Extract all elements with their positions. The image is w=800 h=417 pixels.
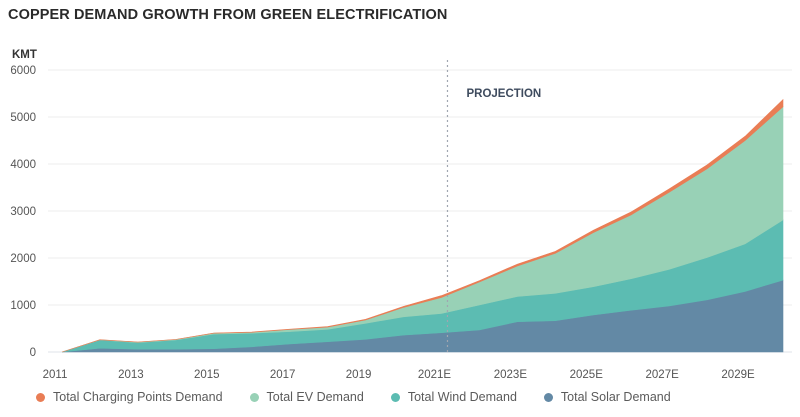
chart-title: COPPER DEMAND GROWTH FROM GREEN ELECTRIF… [8, 7, 448, 23]
x-axis-ticks: 2011 2013 2015 2017 2019 2021E 2023E 2025E 2027E… [43, 369, 755, 381]
x-tick-label: 2023E [494, 369, 528, 381]
x-tick-label: 2019 [346, 369, 372, 381]
legend-label: Total EV Demand [266, 390, 364, 404]
x-tick-label: 2025E [570, 369, 604, 381]
x-tick-label: 2011 [43, 369, 68, 381]
x-tick-label: 2027E [646, 369, 680, 381]
legend-label: Total Wind Demand [407, 390, 517, 404]
legend-dot-icon [249, 392, 259, 402]
y-tick-label: 4000 [10, 159, 36, 171]
legend-item-solar[interactable]: Total Solar Demand [543, 390, 671, 404]
legend-label: Total Solar Demand [560, 390, 671, 404]
y-tick-label: 2000 [10, 253, 36, 265]
y-tick-label: 1000 [10, 300, 36, 312]
legend-item-wind[interactable]: Total Wind Demand [390, 390, 517, 404]
area-total-charging-points-demand [61, 98, 784, 353]
x-tick-label: 2013 [118, 369, 144, 381]
y-tick-label: 3000 [10, 206, 36, 218]
legend-item-charging[interactable]: Total Charging Points Demand [36, 390, 223, 404]
legend-item-ev[interactable]: Total EV Demand [249, 390, 364, 404]
legend-label: Total Charging Points Demand [53, 390, 223, 404]
projection-label: PROJECTION [466, 88, 541, 100]
x-tick-label: 2029E [721, 369, 755, 381]
y-tick-label: 5000 [10, 112, 36, 124]
legend-dot-icon [36, 392, 45, 402]
legend-dot-icon [390, 392, 400, 402]
legend: Total Charging Points Demand Total EV De… [36, 390, 698, 404]
y-tick-label: 6000 [10, 65, 36, 77]
x-tick-label: 2017 [270, 369, 296, 381]
legend-dot-icon [543, 392, 553, 402]
y-axis-ticks: 0 1000 2000 3000 4000 5000 6000 [10, 65, 36, 359]
y-axis-label: KMT [12, 49, 37, 61]
y-tick-label: 0 [30, 347, 36, 359]
x-tick-label: 2015 [194, 369, 220, 381]
stacked-areas [61, 98, 784, 353]
x-tick-label: 2021E [418, 369, 452, 381]
